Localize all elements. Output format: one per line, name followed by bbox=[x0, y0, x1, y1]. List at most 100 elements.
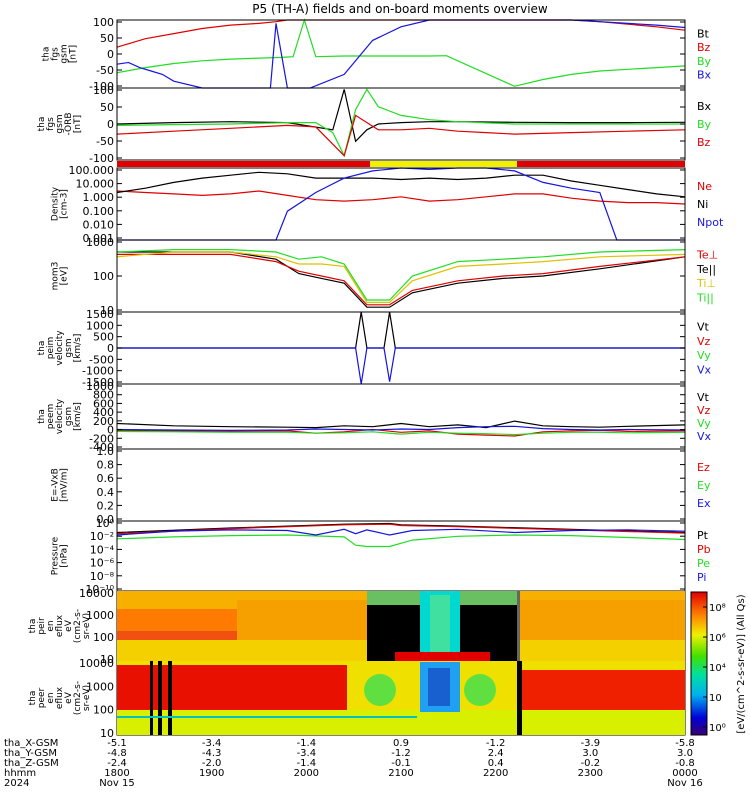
ylabel-pressure-1: [nPa] bbox=[60, 544, 70, 567]
legend-fgs_despun-Bz: Bz bbox=[697, 136, 711, 149]
panel-efield: 1.00.80.60.40.20.0E=-VxB [mV/m]EzEyEx bbox=[51, 445, 711, 526]
colorbar-tick-label-3: 10⁲ bbox=[709, 693, 722, 704]
ytick-label-density-2: 1.000 bbox=[83, 191, 115, 204]
panel-density: 100.00010.0001.0000.1000.0100.001Density… bbox=[51, 164, 724, 245]
colorbar-label: [eV/(cm^2-s-sr-eV)] (All Qs) bbox=[736, 594, 747, 733]
panel-frame-fgs bbox=[117, 20, 685, 88]
series-fgs-Bx-line bbox=[117, 20, 685, 88]
series-peim-Vt-line bbox=[117, 312, 685, 348]
ytick-label-efield-2: 0.6 bbox=[97, 472, 115, 485]
series-mom-Ti-line bbox=[117, 252, 685, 302]
legend-mom-Ti: Ti|| bbox=[696, 292, 714, 305]
ytick-label-fgs-2: 0 bbox=[107, 48, 114, 61]
legend-efield-Ex: Ex bbox=[697, 497, 711, 510]
legend-fgs_despun-By: By bbox=[697, 118, 712, 131]
figure-title: P5 (TH-A) fields and on-board moments ov… bbox=[252, 2, 548, 16]
ytick-label-efield-3: 0.4 bbox=[97, 486, 115, 499]
ytick-label-density-0: 100.000 bbox=[69, 164, 115, 177]
legend-peim-Vy: Vy bbox=[697, 349, 711, 362]
xaxis-value-4-6: Nov 16 bbox=[667, 778, 702, 789]
ytick-label-fgs_despun-3: -50 bbox=[96, 135, 114, 148]
series-density-Npot-line bbox=[117, 168, 685, 240]
panel-frame-density bbox=[117, 168, 685, 240]
legend-peem-Vz: Vz bbox=[697, 404, 711, 417]
ytick-label-density-4: 0.010 bbox=[83, 218, 115, 231]
series-pressure-Pi-line bbox=[117, 529, 685, 535]
series-fgs-By-line bbox=[117, 20, 685, 86]
ytick-label-fgs_despun-0: 100 bbox=[93, 84, 114, 97]
colorbar-tick-label-4: 10⁰ bbox=[709, 723, 726, 734]
panel-frame-pressure bbox=[117, 521, 685, 591]
ytick-label-pressure-4: 10⁻⁸ bbox=[90, 570, 115, 583]
ytick-label-peir-2: 100 bbox=[93, 631, 114, 644]
panel-fgs: 100500-50-100tha fgs gsm [nT]BtBzByBx bbox=[42, 16, 712, 93]
ytick-label-fgs-0: 100 bbox=[93, 16, 114, 29]
ytick-label-peir-0: 10000 bbox=[79, 587, 114, 600]
ytick-label-pressure-2: 10⁻⁴ bbox=[90, 543, 115, 556]
legend-pressure-Pe: Pe bbox=[697, 557, 710, 570]
ytick-label-mom-0: 1000 bbox=[86, 236, 114, 249]
ytick-label-density-3: 0.100 bbox=[83, 205, 115, 218]
legend-pressure-Pb: Pb bbox=[697, 543, 711, 556]
ytick-label-mom-1: 100 bbox=[93, 270, 114, 283]
legend-pressure-Pi: Pi bbox=[697, 571, 706, 584]
legend-fgs-Bt: Bt bbox=[697, 28, 710, 41]
ytick-label-fgs-1: 50 bbox=[100, 32, 114, 45]
legend-peem-Vy: Vy bbox=[697, 417, 711, 430]
colorbar-tick-label-2: 10⁴ bbox=[709, 663, 726, 674]
ylabel-density-1: [cm-3] bbox=[60, 189, 70, 219]
ylabel-mom-1: [eV] bbox=[60, 267, 70, 286]
ytick-label-efield-0: 1.0 bbox=[97, 445, 115, 458]
ytick-label-fgs_despun-2: 0 bbox=[107, 118, 114, 131]
ylabel-peim-4: [km/s] bbox=[73, 334, 83, 363]
legend-mom-Te: Te|| bbox=[696, 263, 716, 276]
xaxis-value-3-2: 2000 bbox=[294, 768, 319, 779]
state-bar-red-left bbox=[117, 161, 370, 167]
panel-mom: 1000 100 10 mom3 [eV] Te⊥ Te||Ti⊥ Ti|| bbox=[51, 236, 719, 317]
panel-peem: 10008006004002000-200-400tha peem velocity… bbox=[37, 380, 712, 454]
ytick-label-peer-2: 100 bbox=[93, 704, 114, 717]
legend-density-Ni: Ni bbox=[697, 198, 708, 211]
ytick-label-efield-1: 0.8 bbox=[97, 459, 115, 472]
colorbar: 10⁸ 10⁶ 10⁴ 10⁲ 10⁰ [eV/(cm^2-s-sr-eV)] (All… bbox=[691, 592, 747, 735]
legend-mom-Te: Te⊥ bbox=[696, 248, 718, 261]
legend-density-Ne: Ne bbox=[697, 180, 712, 193]
ylabel-fgs-3: [nT] bbox=[69, 45, 79, 63]
legend-peem-Vx: Vx bbox=[697, 430, 712, 443]
series-fgs_despun-Bz-line bbox=[117, 115, 685, 155]
state-bar-red-right bbox=[517, 161, 685, 167]
legend-peim-Vz: Vz bbox=[697, 335, 711, 348]
xaxis-row-label-4: 2024 bbox=[4, 778, 29, 789]
state-bar bbox=[117, 161, 685, 167]
ytick-label-fgs_despun-1: 50 bbox=[100, 101, 114, 114]
peer-spectrogram bbox=[117, 661, 685, 735]
legend-efield-Ey: Ey bbox=[697, 479, 711, 492]
legend-peem-Vt: Vt bbox=[697, 391, 710, 404]
panel-frame-mom bbox=[117, 240, 685, 312]
series-mom-Te-line bbox=[117, 254, 685, 304]
ytick-label-efield-4: 0.2 bbox=[97, 499, 115, 512]
panel-pressure: 10⁰10⁻²10⁻⁴10⁻⁶10⁻⁸10⁻¹⁰Pressure [nPa]PtP… bbox=[51, 517, 711, 596]
colorbar-tick-label-1: 10⁶ bbox=[709, 633, 726, 644]
xaxis-value-3-3: 2100 bbox=[388, 768, 413, 779]
panel-fgs_despun: 100 50 0 -50 -100 tha fgs gsm -ORB [nT] Bx By Bz bbox=[37, 84, 712, 165]
legend-mom-Ti: Ti⊥ bbox=[696, 277, 716, 290]
colorbar-tick-label-0: 10⁸ bbox=[709, 603, 726, 614]
legend-density-Npot: Npot bbox=[697, 216, 724, 229]
peir-spectrogram bbox=[117, 591, 685, 661]
panel-peim: 150010005000-500-1000-1500 tha peim velocit… bbox=[37, 308, 712, 389]
ytick-label-fgs-3: -50 bbox=[96, 64, 114, 77]
ytick-label-pressure-3: 10⁻⁶ bbox=[90, 557, 115, 570]
colorbar-gradient bbox=[691, 592, 707, 735]
ytick-label-peer-0: 10000 bbox=[79, 657, 114, 670]
ylabel-peem-4: [km/s] bbox=[73, 402, 83, 431]
ytick-label-pressure-1: 10⁻² bbox=[90, 530, 114, 543]
series-pressure-Pe-line bbox=[117, 535, 685, 547]
state-bar-yellow bbox=[370, 161, 517, 167]
legend-fgs_despun-Bx: Bx bbox=[697, 100, 712, 113]
xaxis-value-3-4: 2200 bbox=[483, 768, 508, 779]
xaxis-value-4-0: Nov 15 bbox=[99, 778, 134, 789]
series-mom-Te-line bbox=[117, 252, 685, 307]
ylabel-fgs_despun-4: [nT] bbox=[73, 115, 83, 133]
